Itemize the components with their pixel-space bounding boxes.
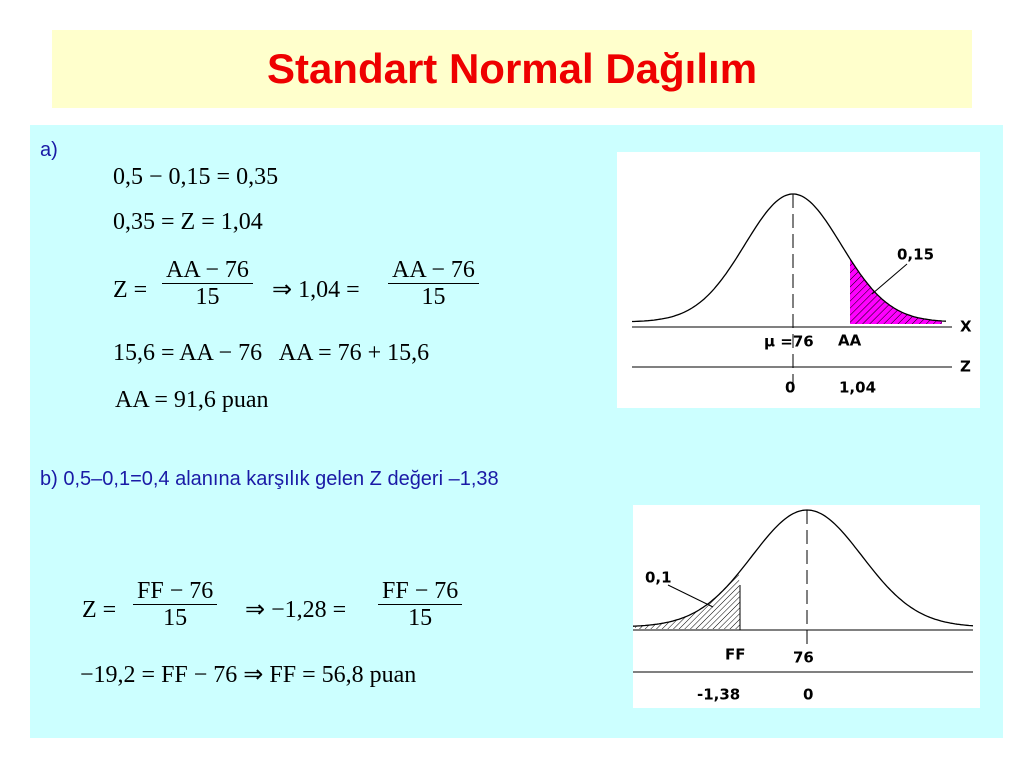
slide-title: Standart Normal Dağılım	[266, 45, 758, 92]
axis-label: Z	[960, 358, 971, 376]
denominator: 15	[163, 605, 188, 631]
equation: ⇒ −1,28 =	[245, 597, 347, 623]
equation: Z =	[82, 597, 117, 623]
denominator: 15	[195, 284, 220, 310]
equation: 0,35 = Z = 1,04	[113, 209, 263, 235]
equation: ⇒ 1,04 =	[272, 277, 360, 303]
z-label: -1,38	[697, 686, 740, 704]
denominator: 15	[421, 284, 446, 310]
numerator: AA − 76	[162, 257, 253, 284]
denominator: 15	[408, 605, 433, 631]
point-label: FF	[725, 646, 746, 664]
area-label: 0,15	[897, 246, 934, 264]
shaded-area	[850, 258, 942, 324]
fraction: FF − 76 15	[378, 578, 463, 631]
shaded-area	[635, 572, 740, 629]
part-text: b) 0,5–0,1=0,4 alanına karşılık gelen Z …	[40, 468, 499, 490]
normal-curve	[633, 509, 974, 627]
area-label: 0,1	[645, 569, 672, 587]
fraction: AA − 76 15	[388, 257, 479, 310]
point-label: AA	[838, 332, 862, 350]
z-label: 1,04	[839, 379, 876, 397]
leader-line	[667, 584, 714, 608]
mean-label: 76	[793, 649, 814, 667]
numerator: FF − 76	[378, 578, 463, 605]
mean-label: μ =76	[764, 333, 814, 351]
figure-a: 0,15 X μ =76 AA Z 0 1,04	[617, 152, 980, 408]
part-label: a)	[40, 139, 58, 161]
leader-line	[871, 263, 908, 295]
numerator: FF − 76	[133, 578, 218, 605]
fraction: FF − 76 15	[133, 578, 218, 631]
equation: 15,6 = AA − 76 AA = 76 + 15,6	[113, 340, 430, 366]
numerator: AA − 76	[388, 257, 479, 284]
z-label: 0	[803, 686, 813, 704]
fraction: AA − 76 15	[162, 257, 253, 310]
z-label: 0	[785, 379, 795, 397]
normal-curve	[632, 193, 947, 323]
equation: AA = 91,6 puan	[115, 387, 269, 413]
equation: Z =	[113, 277, 148, 303]
title-box: Standart Normal Dağılım	[52, 30, 972, 108]
equation: 0,5 − 0,15 = 0,35	[113, 164, 279, 190]
axis-label: X	[960, 318, 972, 336]
equation: −19,2 = FF − 76 ⇒ FF = 56,8 puan	[80, 662, 417, 688]
figure-b: 0,1 FF 76 -1,38 0	[633, 505, 980, 708]
